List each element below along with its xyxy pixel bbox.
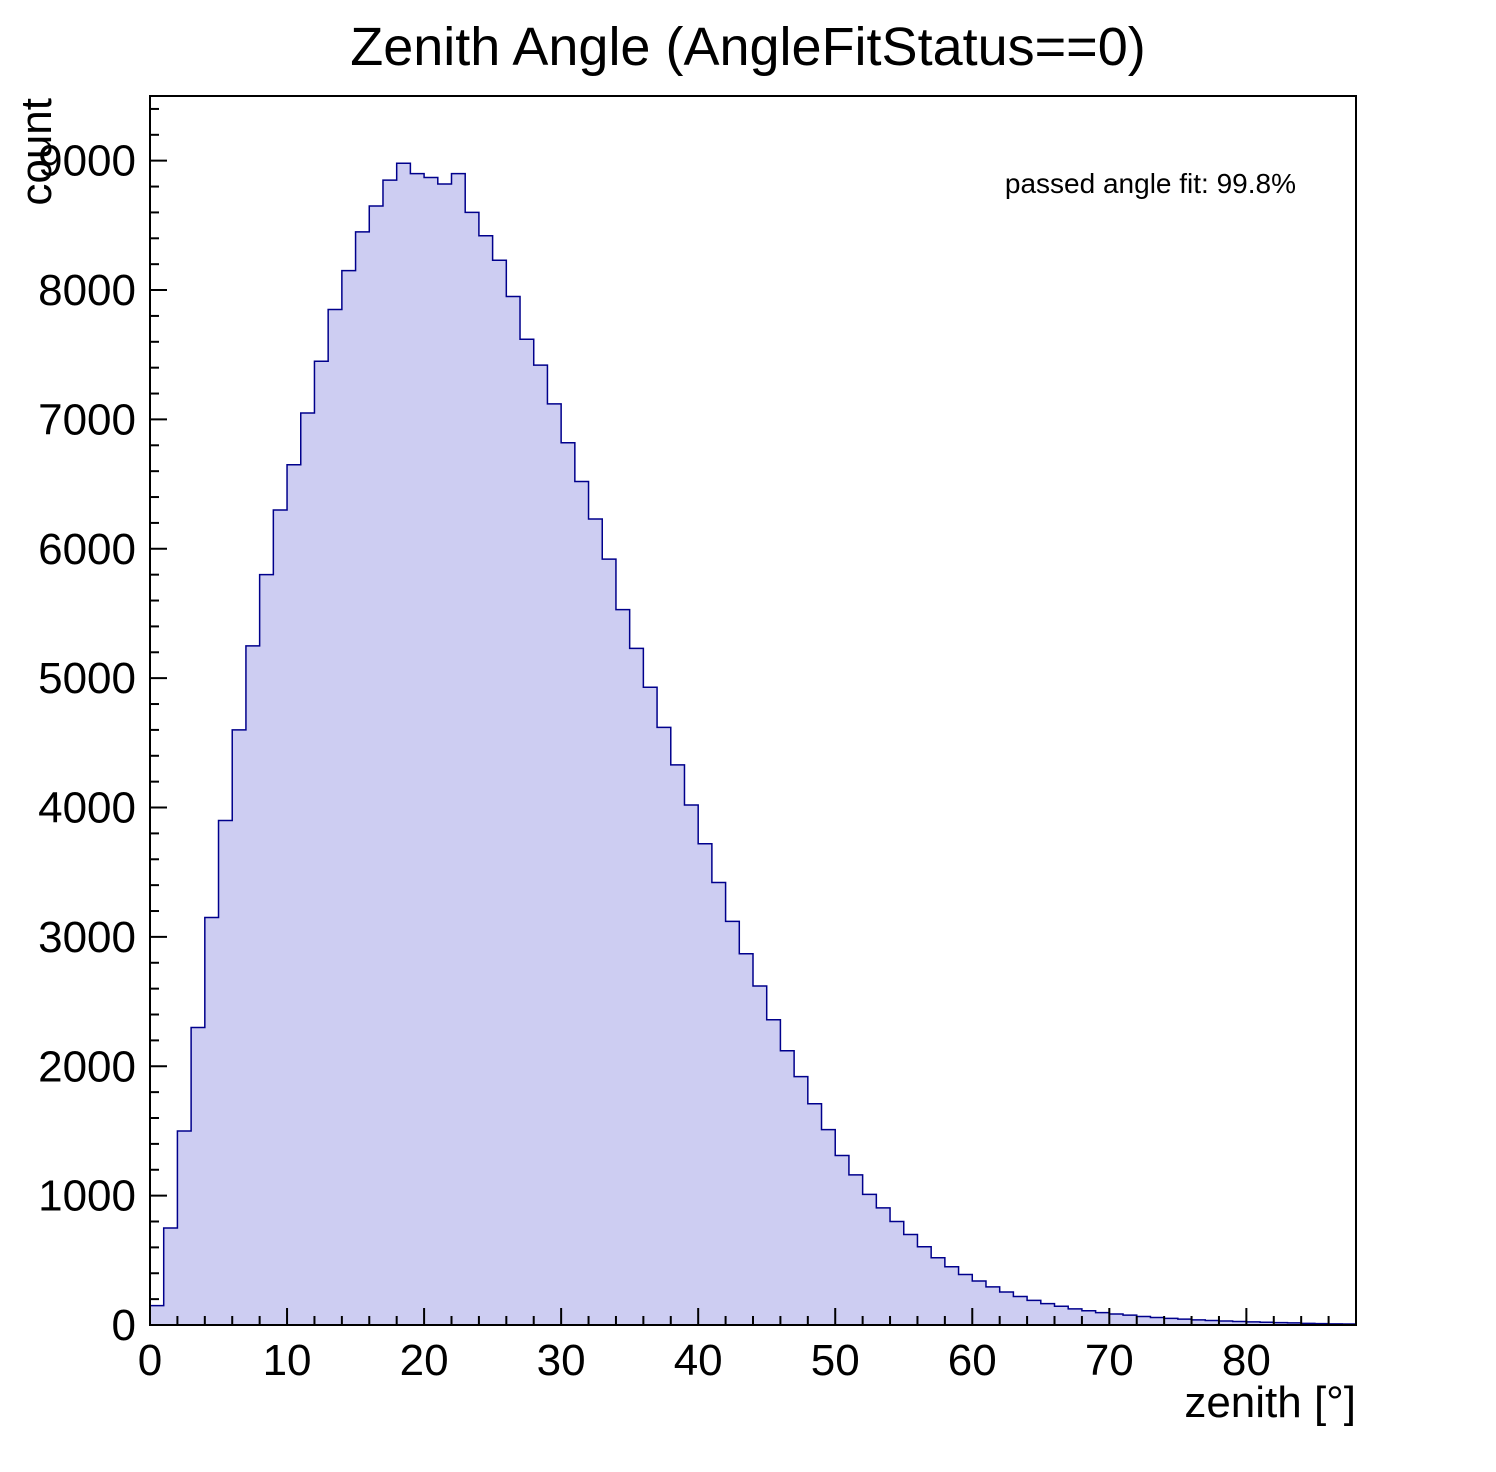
y-axis-label: count: [12, 98, 61, 206]
x-tick-label: 50: [811, 1336, 860, 1385]
x-tick-label: 40: [674, 1336, 723, 1385]
annotation-passed-fit: passed angle fit: 99.8%: [1004, 168, 1296, 199]
y-tick-label: 6000: [38, 525, 136, 574]
y-tick-label: 8000: [38, 266, 136, 315]
y-tick-label: 9000: [38, 137, 136, 186]
y-tick-label: 1000: [38, 1172, 136, 1221]
x-axis-label: zenith [°]: [1184, 1378, 1356, 1427]
x-tick-label: 70: [1085, 1336, 1134, 1385]
y-tick-label: 2000: [38, 1042, 136, 1091]
x-tick-label: 0: [138, 1336, 162, 1385]
x-tick-label: 10: [263, 1336, 312, 1385]
y-tick-label: 7000: [38, 395, 136, 444]
y-tick-label: 0: [112, 1301, 136, 1350]
x-tick-label: 60: [948, 1336, 997, 1385]
x-tick-label: 30: [537, 1336, 586, 1385]
y-tick-label: 5000: [38, 654, 136, 703]
x-tick-label: 20: [400, 1336, 449, 1385]
chart-title: Zenith Angle (AngleFitStatus==0): [350, 17, 1146, 77]
x-tick-label: 80: [1222, 1336, 1271, 1385]
y-tick-label: 3000: [38, 913, 136, 962]
y-tick-label: 4000: [38, 784, 136, 833]
histogram-area: [149, 162, 1357, 1326]
